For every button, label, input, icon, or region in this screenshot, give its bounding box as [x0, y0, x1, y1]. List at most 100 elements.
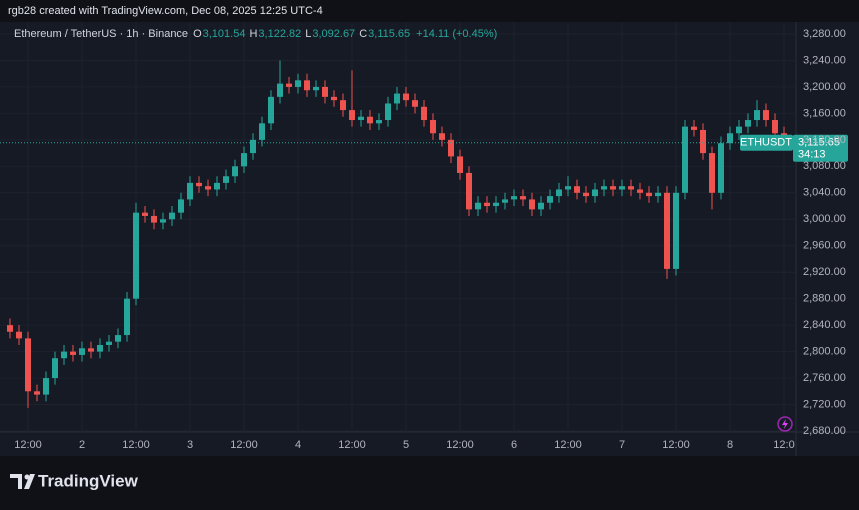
x-tick-label: 12:00 [338, 439, 366, 451]
x-tick-label: 12:00 [554, 439, 582, 451]
y-tick-label: 2,800.00 [803, 346, 846, 358]
logo-dot [24, 474, 30, 480]
candle-body [655, 192, 661, 197]
candle-body [61, 351, 67, 359]
candle-body [421, 106, 427, 121]
credit: rgb28 created with TradingView.com, Dec … [8, 5, 323, 17]
candle-body [7, 325, 13, 332]
candle-body [34, 391, 40, 395]
candle-body [574, 186, 580, 193]
candle-body [457, 156, 463, 173]
x-tick-label: 2 [79, 439, 85, 451]
legend-value: 3,092.67 [312, 28, 355, 40]
candle-body [520, 196, 526, 200]
candle-body [637, 189, 643, 193]
candle-body [16, 331, 22, 339]
candle-body [412, 100, 418, 107]
countdown: 34:13 [798, 149, 826, 161]
candle-body [475, 202, 481, 210]
candle-body [466, 172, 472, 210]
logo [10, 474, 35, 489]
candle-body [628, 186, 634, 190]
candle-body [430, 120, 436, 134]
candle-body [133, 212, 139, 299]
candle-body [754, 110, 760, 121]
x-tick-label: 3 [187, 439, 193, 451]
candle-body [439, 133, 445, 140]
legend-change: +14.11 (+0.45%) [416, 28, 497, 40]
x-tick-label: 12:00 [122, 439, 150, 451]
candle-body [340, 100, 346, 111]
candle-body [538, 202, 544, 210]
candle-body [214, 182, 220, 190]
candle-body [349, 110, 355, 121]
candle-body [151, 215, 157, 223]
candle-body [322, 86, 328, 97]
candle-body [268, 96, 274, 124]
legend-title: Ethereum / TetherUS · 1h · Binance [14, 28, 188, 40]
candle-body [160, 219, 166, 223]
x-tick-label: 12:00 [230, 439, 258, 451]
candle-body [718, 143, 724, 193]
candle-body [700, 129, 706, 154]
y-tick-label: 3,240.00 [803, 54, 846, 66]
legend-key: O [193, 28, 202, 40]
candle-body [286, 83, 292, 87]
legend-value: 3,101.54 [203, 28, 246, 40]
candle-body [691, 126, 697, 130]
x-tick-label: 12:0 [773, 439, 794, 451]
y-tick-label: 3,200.00 [803, 81, 846, 93]
candle-body [673, 192, 679, 269]
alert-bolt [782, 419, 788, 429]
candle-body [259, 123, 265, 140]
candle-body [745, 120, 751, 127]
candle-body [448, 139, 454, 157]
candle-body [232, 166, 238, 177]
candle-body [79, 348, 85, 355]
candle-body [556, 189, 562, 197]
price-axis [796, 22, 859, 456]
y-tick-label: 3,040.00 [803, 187, 846, 199]
candle-body [484, 202, 490, 207]
y-tick-label: 3,120.00 [803, 134, 846, 146]
candle-body [664, 192, 670, 269]
candle-body [619, 186, 625, 190]
candle-body [403, 93, 409, 101]
candle-body [313, 86, 319, 91]
y-tick-label: 3,160.00 [803, 107, 846, 119]
candle-body [277, 83, 283, 97]
x-tick-label: 8 [727, 439, 733, 451]
candle-body [304, 80, 310, 91]
candle-body [196, 182, 202, 187]
y-tick-label: 2,920.00 [803, 266, 846, 278]
price-label: 3,115.65 [798, 137, 840, 149]
candle-body [106, 341, 112, 345]
symbol-tag [740, 134, 793, 151]
candle-body [601, 186, 607, 190]
candle-body [376, 120, 382, 124]
candle-body [502, 199, 508, 203]
candle-body [592, 189, 598, 197]
candle-body [511, 196, 517, 200]
x-tick-label: 4 [295, 439, 301, 451]
legend-value: 3,115.65 [368, 28, 410, 40]
y-tick-label: 2,960.00 [803, 240, 846, 252]
x-tick-label: 12:00 [14, 439, 42, 451]
candle-body [763, 110, 769, 121]
alert-icon[interactable] [777, 416, 793, 432]
candle-body [124, 298, 130, 336]
candle-body [331, 96, 337, 101]
candle-body [736, 126, 742, 134]
candle-body [187, 182, 193, 200]
candle-body [565, 186, 571, 190]
candle-body [772, 120, 778, 134]
candle-body [295, 80, 301, 87]
candle-body [610, 186, 616, 190]
candle-body [223, 176, 229, 183]
x-tick-label: 12:00 [446, 439, 474, 451]
candle-body [547, 196, 553, 203]
legend-key: H [249, 28, 257, 40]
candle-body [88, 348, 94, 352]
candle-body [385, 103, 391, 121]
